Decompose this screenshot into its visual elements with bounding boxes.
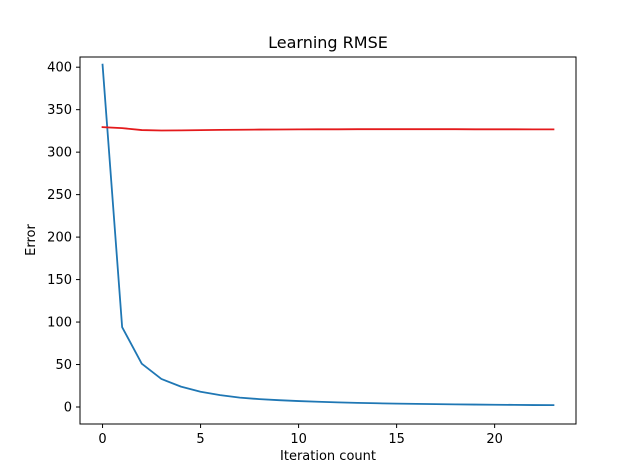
plot-area — [101, 63, 555, 407]
axes-frame — [79, 56, 577, 425]
y-axis-label: Error — [24, 224, 39, 256]
y-tick-label: 350 — [47, 103, 72, 118]
x-tick-label: 20 — [486, 432, 503, 447]
y-tick-label: 100 — [47, 316, 72, 331]
y-tick-label: 250 — [47, 188, 72, 203]
x-tick-label: 5 — [196, 432, 204, 447]
y-tick-label: 150 — [47, 273, 72, 288]
x-tick-label: 15 — [388, 432, 405, 447]
y-axis: 0 50 100 150 200 250 300 350 400 — [47, 61, 80, 416]
y-tick-label: 400 — [47, 61, 72, 76]
series-line-1 — [101, 63, 555, 407]
y-tick-label: 300 — [47, 146, 72, 161]
x-tick-label: 10 — [290, 432, 307, 447]
x-axis: 0 5 10 15 20 — [98, 424, 503, 447]
y-tick-label: 200 — [47, 231, 72, 246]
y-tick-label: 0 — [64, 401, 72, 416]
x-tick-label: 0 — [98, 432, 106, 447]
series-line-2 — [101, 126, 555, 132]
chart-title: Learning RMSE — [268, 33, 388, 52]
y-tick-label: 50 — [55, 358, 72, 373]
x-axis-label: Iteration count — [280, 449, 376, 464]
